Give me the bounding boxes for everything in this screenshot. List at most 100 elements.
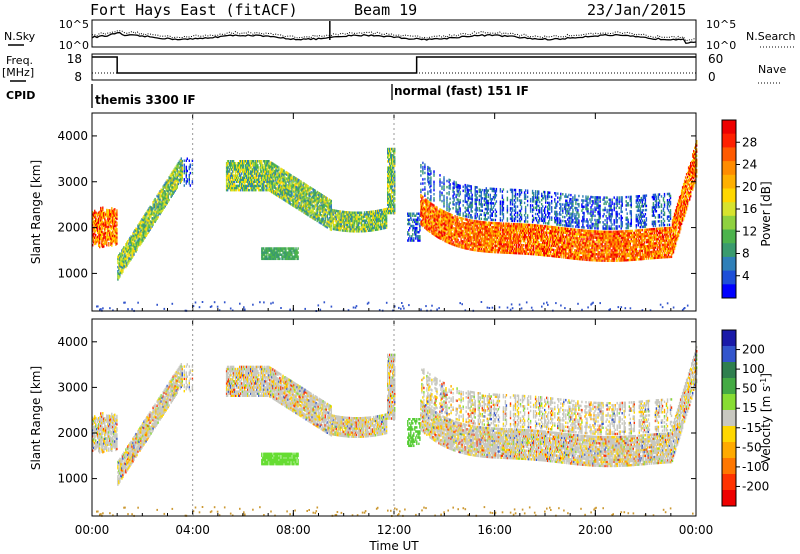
range-cell — [469, 212, 470, 214]
range-cell — [410, 213, 411, 215]
range-cell — [472, 202, 473, 204]
range-cell — [457, 199, 458, 201]
range-cell — [453, 203, 454, 205]
range-cell — [184, 166, 185, 168]
range-cell — [320, 211, 321, 213]
range-cell — [297, 256, 298, 258]
range-cell — [386, 220, 387, 222]
range-cell — [358, 224, 359, 226]
range-cell — [189, 160, 190, 162]
range-cell — [443, 197, 444, 199]
range-cell — [430, 185, 431, 187]
range-cell — [102, 227, 103, 229]
range-cell — [480, 189, 481, 191]
ground-cell — [489, 307, 491, 309]
ground-cell — [164, 308, 166, 310]
range-cell — [458, 205, 459, 207]
ground-cell — [386, 302, 388, 304]
freq-panel: Freq. [MHz] Nave 18 8 60 0 — [2, 52, 786, 84]
range-cell — [340, 210, 341, 212]
range-cell — [463, 186, 464, 188]
range-cell — [430, 189, 431, 191]
range-cell — [327, 197, 328, 199]
range-cell — [453, 193, 454, 195]
range-cell — [413, 225, 414, 227]
range-cell — [446, 205, 447, 207]
range-cell — [443, 205, 444, 207]
range-cell — [419, 229, 420, 231]
ground-cell — [270, 303, 272, 305]
range-cell — [467, 219, 468, 221]
range-cell — [361, 212, 362, 214]
range-cell — [446, 207, 447, 209]
range-cell — [108, 244, 109, 246]
range-cell — [411, 219, 412, 221]
ground-cell — [459, 302, 461, 304]
range-cell — [182, 164, 183, 166]
range-cell — [422, 182, 423, 184]
range-cell — [263, 247, 264, 249]
range-cell — [241, 172, 242, 174]
range-cell — [408, 229, 409, 231]
range-cell — [446, 192, 447, 194]
range-cell — [456, 216, 457, 218]
ground-cell — [217, 306, 219, 308]
range-cell — [477, 199, 478, 201]
range-cell — [394, 171, 395, 173]
range-cell — [441, 192, 442, 194]
ground-cell — [230, 308, 232, 310]
range-cell — [331, 225, 332, 227]
range-cell — [459, 191, 460, 193]
range-cell — [482, 231, 483, 233]
range-cell — [433, 189, 434, 191]
range-cell — [233, 170, 234, 172]
range-cell — [249, 189, 250, 191]
ground-cell — [436, 309, 438, 311]
range-cell — [419, 239, 420, 241]
range-cell — [116, 218, 117, 220]
noise-tick-low-right: 10^0 — [706, 39, 736, 52]
range-cell — [291, 193, 292, 195]
range-cell — [420, 174, 421, 176]
range-cell — [419, 219, 420, 221]
range-cell — [479, 199, 480, 201]
range-cell — [95, 215, 96, 217]
range-cell — [279, 258, 280, 260]
ground-cell — [431, 305, 433, 307]
ground-cell — [420, 309, 422, 311]
range-cell — [422, 166, 423, 168]
range-cell — [459, 185, 460, 187]
range-cell — [300, 181, 301, 183]
range-cell — [189, 174, 190, 176]
range-cell — [496, 190, 497, 192]
range-cell — [95, 234, 96, 236]
range-cell — [422, 189, 423, 191]
range-cell — [394, 160, 395, 162]
range-cell — [430, 176, 431, 178]
range-cell — [186, 172, 187, 174]
range-cell — [422, 162, 423, 164]
range-cell — [479, 207, 480, 209]
range-cell — [459, 212, 460, 214]
range-cell — [184, 168, 185, 170]
range-cell — [463, 218, 464, 220]
cpid-strip: CPID themis 3300 IF normal (fast) 151 IF — [6, 84, 529, 108]
range-cell — [382, 219, 383, 221]
range-cell — [465, 207, 466, 209]
range-cell — [424, 188, 425, 190]
range-cell — [449, 185, 450, 187]
range-cell — [184, 172, 185, 174]
ground-cell — [318, 304, 320, 306]
range-cell — [443, 180, 444, 182]
range-cell — [486, 221, 487, 223]
range-cell — [477, 209, 478, 211]
range-cell — [373, 229, 374, 231]
range-cell — [186, 182, 187, 184]
range-cell — [459, 209, 460, 211]
range-cell — [476, 203, 477, 205]
range-cell — [477, 192, 478, 194]
range-cell — [227, 164, 228, 166]
ground-cell — [263, 301, 265, 303]
range-cell — [386, 214, 387, 216]
range-cell — [182, 172, 183, 174]
